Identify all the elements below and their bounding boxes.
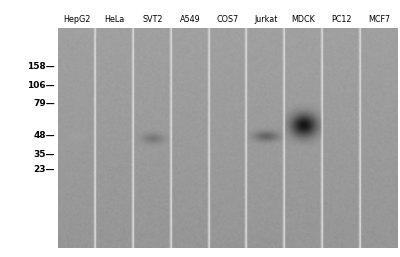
Text: HeLa: HeLa xyxy=(104,15,125,24)
Text: A549: A549 xyxy=(180,15,200,24)
Text: 106—: 106— xyxy=(27,81,55,90)
Text: MDCK: MDCK xyxy=(292,15,316,24)
Text: MCF7: MCF7 xyxy=(368,15,390,24)
Text: Jurkat: Jurkat xyxy=(254,15,278,24)
Text: HepG2: HepG2 xyxy=(63,15,90,24)
Text: SVT2: SVT2 xyxy=(142,15,163,24)
Text: 158—: 158— xyxy=(27,62,55,71)
Text: PC12: PC12 xyxy=(331,15,352,24)
Text: 23—: 23— xyxy=(34,166,55,175)
Text: 79—: 79— xyxy=(33,99,55,108)
Text: COS7: COS7 xyxy=(217,15,239,24)
Text: 48—: 48— xyxy=(33,131,55,140)
Text: 35—: 35— xyxy=(34,150,55,159)
